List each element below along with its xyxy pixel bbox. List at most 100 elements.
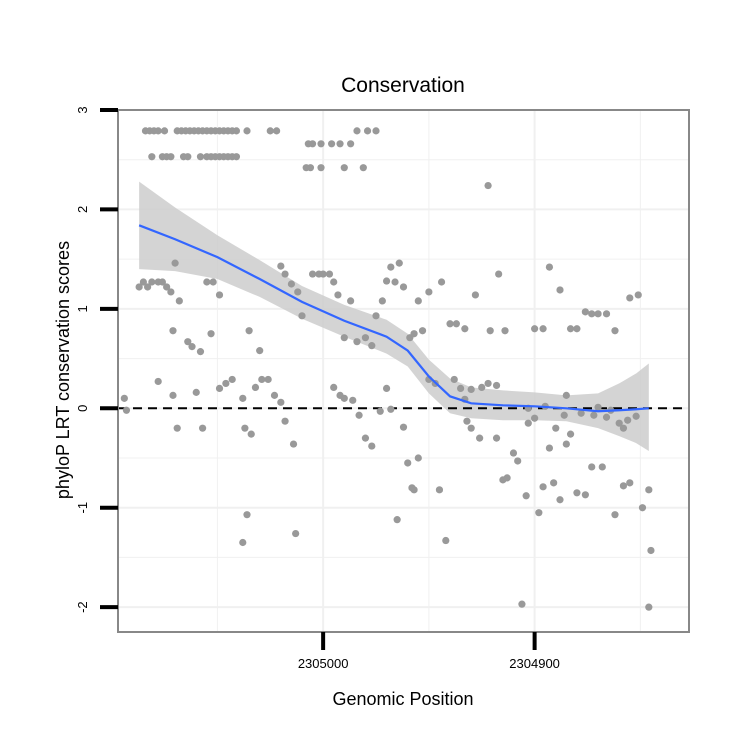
- data-point: [581, 308, 589, 316]
- data-point: [349, 396, 357, 404]
- data-point: [539, 483, 547, 491]
- data-point: [215, 291, 224, 299]
- y-tick-label: 1: [75, 305, 90, 312]
- data-point: [495, 270, 503, 278]
- data-point: [243, 511, 251, 519]
- data-point: [566, 430, 575, 438]
- data-point: [463, 417, 471, 425]
- data-point: [602, 413, 611, 421]
- data-point: [135, 283, 143, 291]
- data-point: [634, 291, 642, 299]
- data-point: [562, 440, 570, 448]
- data-point: [232, 127, 241, 135]
- smooth-fit-line: [138, 224, 649, 413]
- y-tick-label: -1: [75, 502, 90, 514]
- data-point: [169, 391, 177, 399]
- data-point: [577, 409, 585, 417]
- data-point: [289, 440, 298, 448]
- y-tick-label: 2: [75, 206, 90, 213]
- data-point: [399, 283, 408, 291]
- data-point: [560, 411, 568, 419]
- data-point: [594, 403, 602, 411]
- confidence-band: [139, 181, 649, 452]
- data-point: [281, 270, 289, 278]
- data-point: [122, 406, 131, 414]
- data-point: [486, 327, 494, 335]
- data-point: [144, 283, 152, 291]
- data-point: [395, 259, 403, 267]
- data-point: [359, 164, 367, 172]
- data-point: [524, 419, 532, 427]
- data-point: [277, 398, 285, 406]
- data-point: [160, 127, 169, 135]
- data-point: [340, 164, 348, 172]
- data-point: [562, 391, 570, 399]
- data-point: [163, 283, 171, 291]
- scatter-points-layer: [120, 127, 655, 611]
- data-point: [410, 330, 418, 338]
- data-point: [446, 320, 454, 328]
- data-point: [232, 153, 241, 161]
- data-point: [245, 327, 253, 335]
- data-point: [399, 423, 408, 431]
- data-point: [387, 405, 395, 413]
- data-point: [425, 288, 433, 296]
- data-point: [478, 383, 486, 392]
- data-point: [158, 278, 167, 286]
- data-point: [590, 411, 598, 419]
- data-point: [298, 312, 306, 320]
- data-point: [598, 463, 606, 471]
- data-point: [334, 291, 342, 299]
- data-point: [167, 288, 175, 296]
- data-point: [247, 430, 255, 438]
- data-point: [492, 434, 501, 442]
- data-point: [325, 270, 334, 278]
- data-point: [266, 127, 274, 135]
- data-point: [287, 280, 296, 288]
- data-point: [461, 325, 469, 333]
- data-point: [632, 412, 640, 420]
- data-point: [148, 278, 156, 286]
- axes-layer: -2 -1 0 1 2 3 2305000 2304900: [75, 106, 560, 671]
- data-point: [619, 482, 628, 490]
- data-point: [382, 277, 391, 285]
- data-point: [545, 444, 554, 452]
- data-point: [173, 424, 181, 432]
- x-axis-title: Genomic Position: [332, 689, 473, 709]
- data-point: [264, 375, 272, 384]
- data-point: [273, 127, 281, 135]
- data-point: [588, 310, 596, 318]
- data-point: [404, 459, 412, 467]
- data-point: [154, 377, 162, 386]
- data-point: [378, 297, 386, 305]
- data-point: [437, 278, 446, 286]
- data-point: [535, 509, 543, 517]
- data-point: [184, 153, 192, 161]
- data-point: [154, 127, 162, 135]
- data-point: [414, 297, 422, 305]
- data-point: [501, 327, 509, 335]
- data-point: [368, 442, 376, 450]
- data-point: [467, 385, 475, 393]
- data-point: [624, 416, 632, 424]
- data-point: [457, 384, 465, 392]
- data-point: [573, 489, 581, 497]
- data-point: [319, 270, 327, 278]
- data-point: [148, 153, 156, 161]
- data-point: [391, 278, 399, 286]
- data-point: [382, 384, 391, 392]
- data-point: [347, 140, 355, 148]
- data-point: [484, 181, 492, 190]
- data-point: [353, 127, 361, 135]
- data-point: [308, 270, 317, 278]
- data-point: [330, 278, 338, 286]
- data-point: [550, 479, 558, 487]
- data-point: [602, 310, 611, 318]
- data-point: [410, 486, 418, 494]
- data-point: [638, 504, 647, 512]
- data-point: [492, 381, 501, 390]
- data-point: [531, 414, 539, 422]
- data-point: [376, 407, 384, 415]
- data-point: [372, 312, 380, 320]
